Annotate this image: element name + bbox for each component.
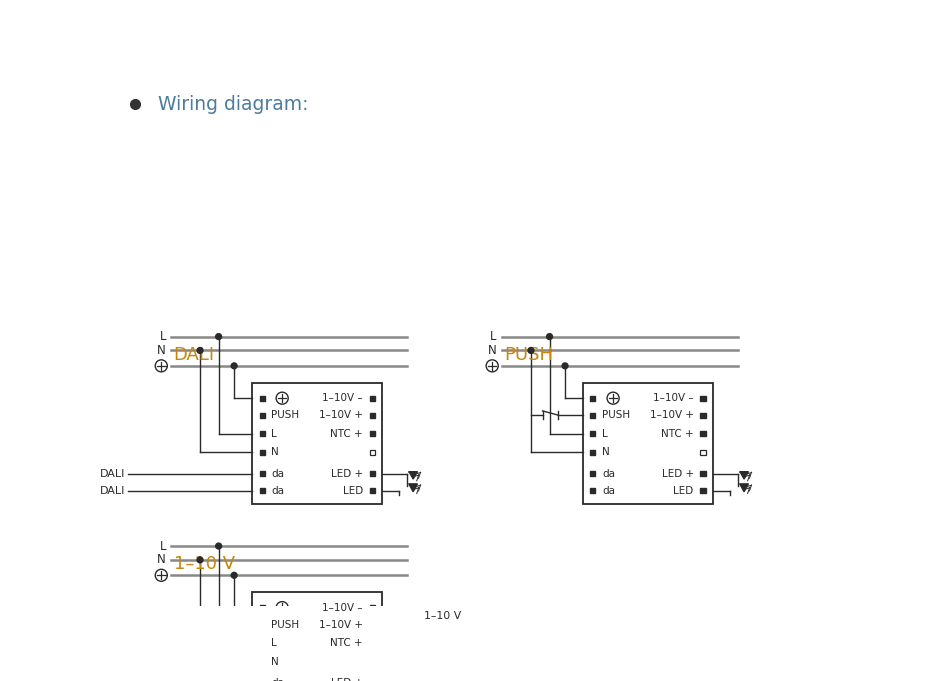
Text: da: da [272,486,285,496]
Bar [252,383,382,505]
Bar [701,488,705,493]
Bar [590,488,595,493]
Bar [259,471,265,476]
Text: PUSH: PUSH [272,410,300,420]
Circle shape [216,543,222,549]
Bar [370,605,374,610]
Text: Wiring diagram:: Wiring diagram: [158,95,308,114]
Text: L: L [159,539,166,552]
Text: 1–10 V: 1–10 V [424,611,461,621]
Bar [701,431,705,436]
Bar [590,396,595,400]
Text: DALI: DALI [174,346,215,364]
Polygon shape [409,472,417,479]
Text: LED +: LED + [331,678,363,681]
Text: N: N [272,447,279,457]
Text: L: L [272,428,277,439]
Polygon shape [409,484,417,492]
Text: L: L [603,428,608,439]
Bar [370,396,374,400]
Bar [370,641,374,646]
Circle shape [197,347,203,353]
Text: 1–10V +: 1–10V + [319,620,363,629]
Bar [259,641,265,646]
Text: da: da [272,678,285,681]
Text: N: N [488,344,497,357]
Text: PUSH: PUSH [603,410,630,420]
Text: da: da [272,469,285,479]
Bar [583,383,713,505]
Text: PUSH: PUSH [272,620,300,629]
Bar [259,488,265,493]
Circle shape [231,363,237,369]
Bar [701,449,705,455]
Text: DALI: DALI [99,486,124,496]
Text: LED: LED [342,486,363,496]
Text: 1–10V –: 1–10V – [653,393,694,403]
Text: 1–10V +: 1–10V + [650,410,694,420]
Text: 1–10 V: 1–10 V [174,555,235,573]
Bar [370,659,374,664]
Text: da: da [603,486,615,496]
Text: 1–10V –: 1–10V – [323,603,363,613]
Circle shape [216,334,222,340]
Polygon shape [740,472,748,479]
Bar [701,396,705,400]
Text: L: L [490,330,497,343]
Circle shape [197,557,203,563]
Bar [370,413,374,417]
Bar [259,659,265,664]
Bar [370,471,374,476]
Circle shape [231,572,237,578]
Bar [259,431,265,436]
Text: DALI: DALI [99,469,124,479]
Text: N: N [157,344,166,357]
Text: L: L [272,638,277,648]
Text: NTC +: NTC + [330,428,363,439]
Bar [259,396,265,400]
Text: LED +: LED + [662,469,694,479]
Bar [259,449,265,455]
Bar [590,413,595,417]
Bar [370,488,374,493]
Bar [370,431,374,436]
Bar [590,449,595,455]
Bar [370,622,374,627]
Bar [370,449,374,455]
Text: NTC +: NTC + [330,638,363,648]
Text: L: L [159,330,166,343]
Bar [590,471,595,476]
Text: N: N [603,447,610,457]
Bar [252,592,382,681]
Circle shape [528,347,534,353]
Bar [590,431,595,436]
Bar [259,622,265,627]
Text: LED +: LED + [331,469,363,479]
Text: LED: LED [673,486,694,496]
Bar [701,413,705,417]
Bar [259,413,265,417]
Text: N: N [272,656,279,667]
Circle shape [547,334,553,340]
Bar [701,471,705,476]
Circle shape [562,363,568,369]
Text: N: N [157,554,166,567]
Text: 1–10V –: 1–10V – [323,393,363,403]
Bar [259,605,265,610]
Polygon shape [740,484,748,492]
Text: da: da [603,469,615,479]
Text: PUSH: PUSH [505,346,554,364]
Text: 1–10V +: 1–10V + [319,410,363,420]
Text: NTC +: NTC + [661,428,694,439]
